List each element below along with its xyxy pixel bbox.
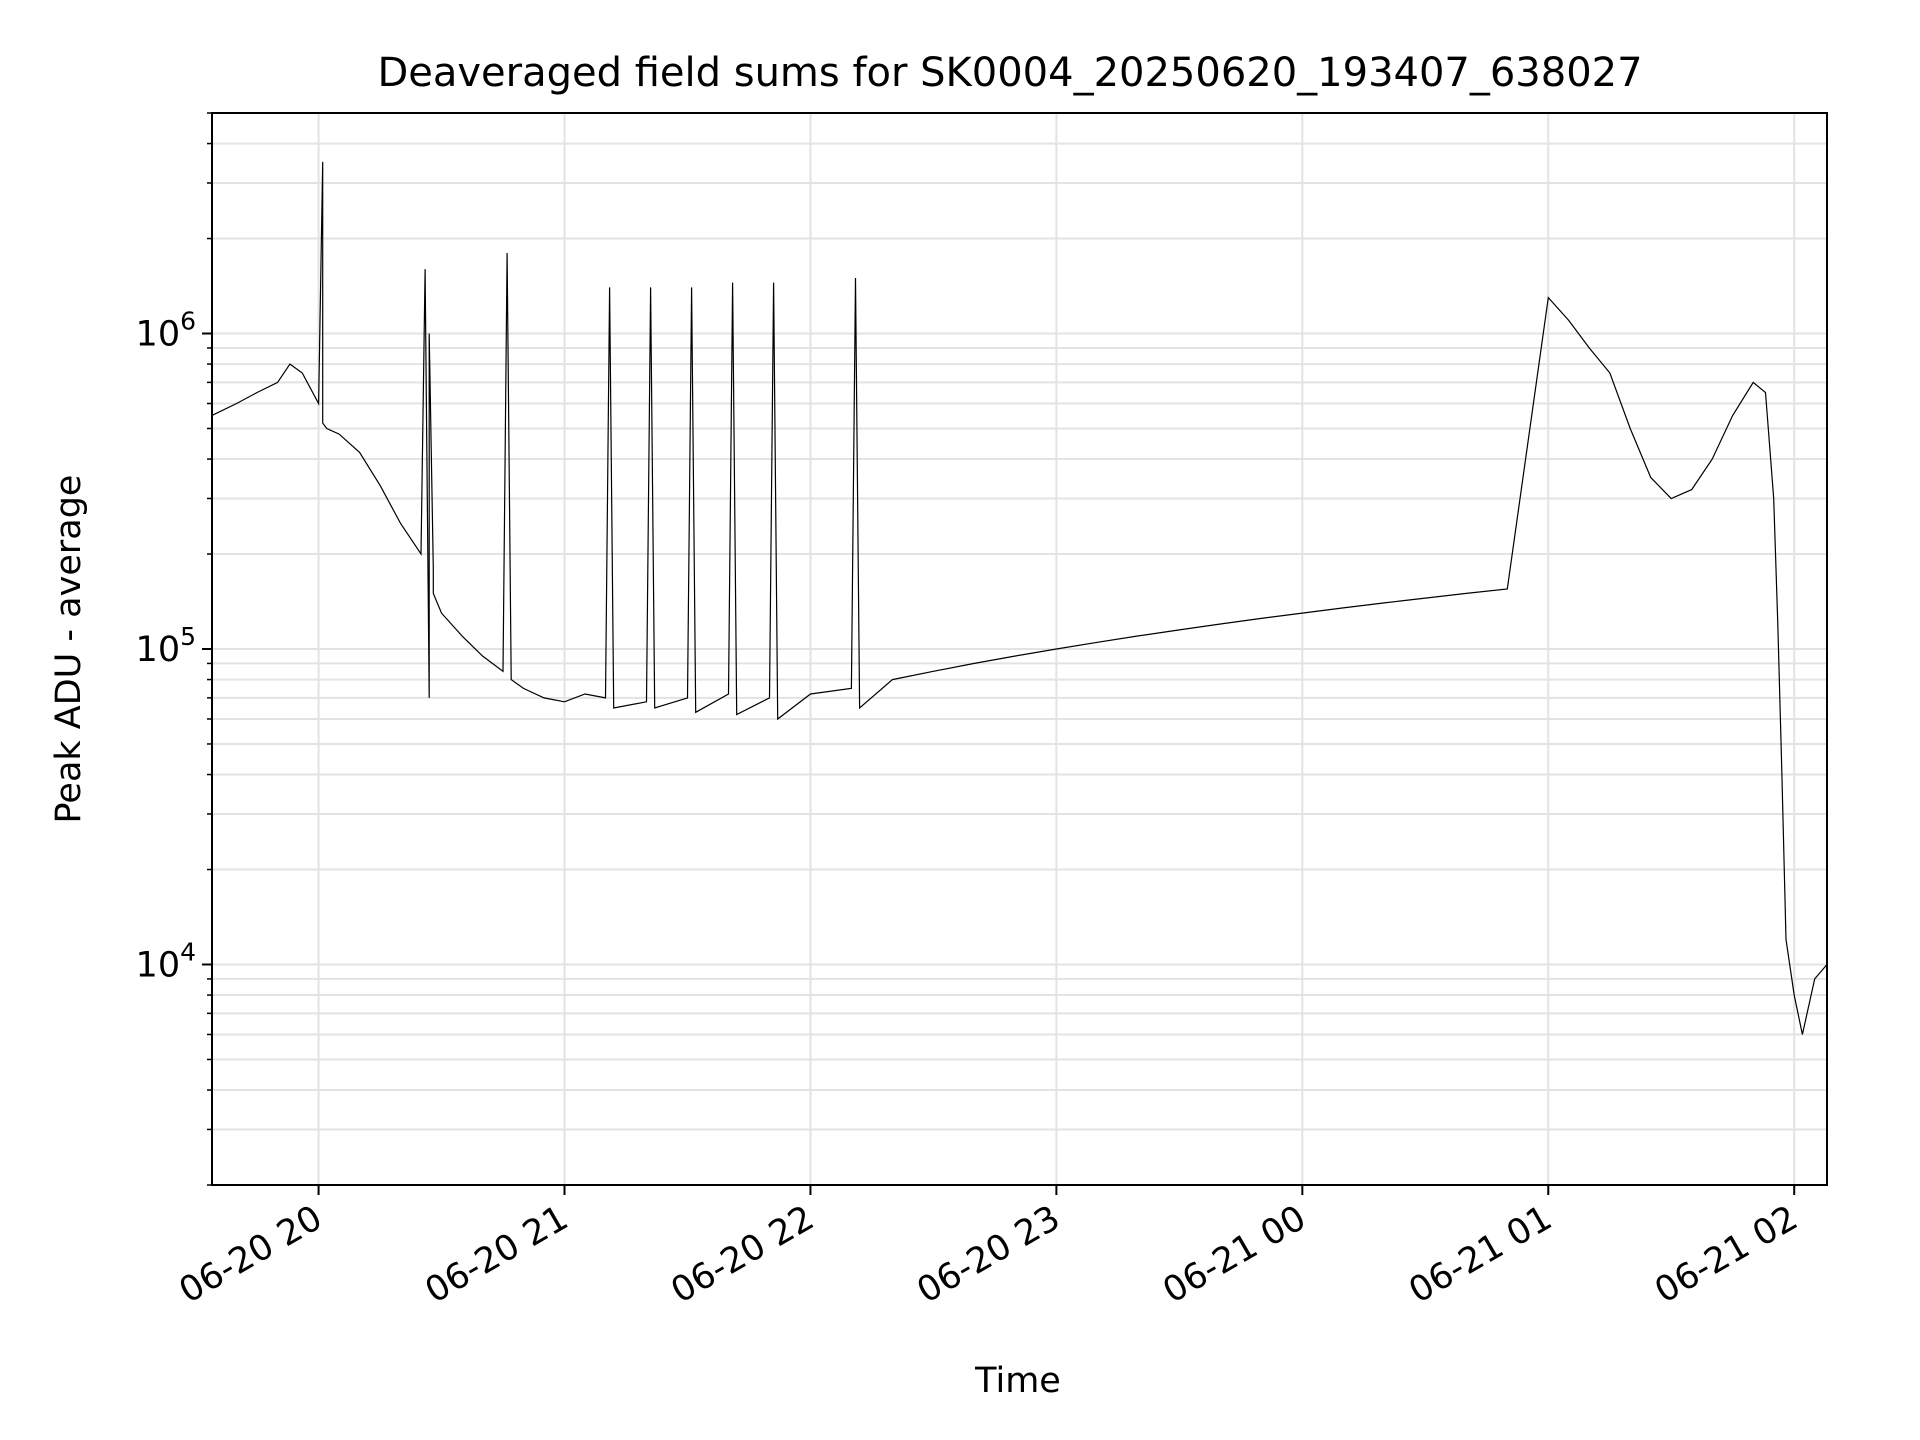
chart-title: Deaveraged field sums for SK0004_2025062… (377, 50, 1642, 96)
y-tick-label: 104 (136, 937, 196, 985)
y-tick-base: 10 (136, 945, 181, 985)
y-tick-base: 10 (136, 630, 181, 670)
y-tick-exponent: 4 (180, 937, 196, 966)
y-tick-label: 106 (136, 307, 196, 355)
y-tick-exponent: 5 (180, 622, 196, 651)
series-line (211, 161, 1828, 1035)
y-tick-exponent: 6 (180, 307, 196, 336)
x-axis-label: Time (974, 1361, 1061, 1401)
plot-frame (211, 112, 1828, 1186)
series-group (211, 161, 1828, 1035)
grid (212, 112, 1827, 1186)
y-axis-label: Peak ADU - average (49, 475, 89, 824)
y-tick-label: 105 (136, 622, 196, 670)
y-tick-base: 10 (136, 315, 181, 355)
